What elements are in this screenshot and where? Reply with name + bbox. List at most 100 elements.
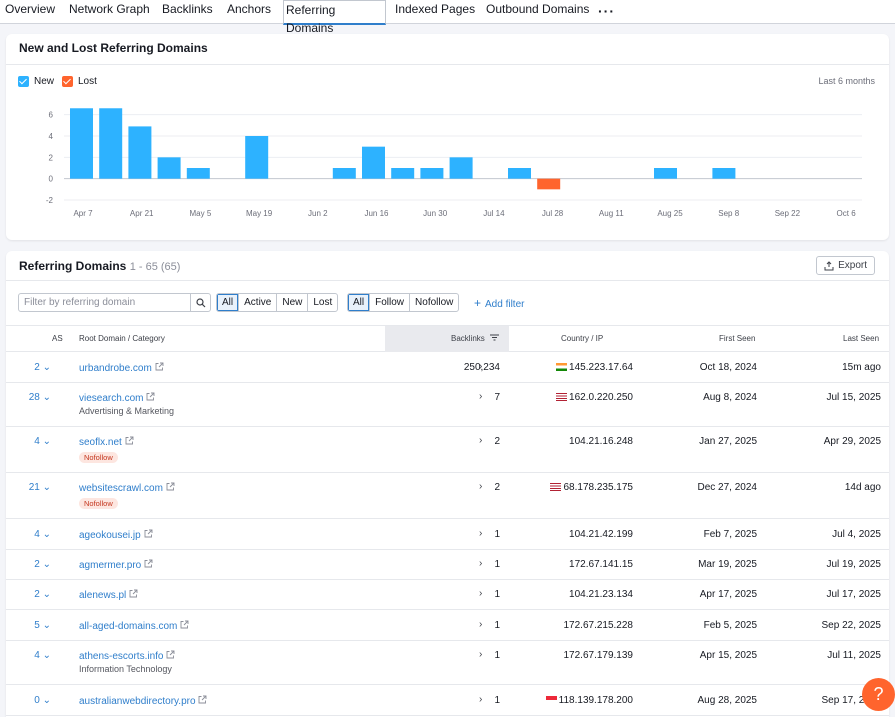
search-button[interactable] — [190, 294, 210, 311]
chevron-right-icon[interactable]: › — [479, 361, 483, 372]
domain-link[interactable]: australianwebdirectory.pro — [79, 695, 207, 707]
as-number: 2 — [34, 362, 40, 373]
col-as[interactable]: AS — [52, 334, 63, 343]
domain-link[interactable]: alenews.pl — [79, 589, 138, 601]
col-domain[interactable]: Root Domain / Category — [79, 334, 165, 343]
bar-new[interactable] — [70, 108, 93, 179]
table-row[interactable]: 5 ⌄ all-aged-domains.com › 1 172.67.215.228… — [6, 610, 889, 641]
bar-new[interactable] — [449, 157, 473, 179]
external-link-icon[interactable] — [125, 436, 134, 445]
bar-new[interactable] — [420, 168, 444, 179]
table-row[interactable]: 4 ⌄ athens-escorts.info Information Techn… — [6, 641, 889, 685]
domain-link[interactable]: seoflx.net — [79, 436, 134, 448]
chevron-right-icon[interactable]: › — [479, 481, 483, 492]
chevron-right-icon[interactable]: › — [479, 435, 483, 446]
as-value[interactable]: 2 ⌄ — [11, 589, 51, 600]
chevron-right-icon[interactable]: › — [479, 649, 483, 660]
bar-new[interactable] — [157, 157, 181, 179]
external-link-icon[interactable] — [146, 392, 155, 401]
as-value[interactable]: 0 ⌄ — [11, 695, 51, 706]
chevron-right-icon[interactable]: › — [479, 588, 483, 599]
domain-link[interactable]: all-aged-domains.com — [79, 620, 189, 632]
bar-new[interactable] — [128, 126, 152, 179]
bar-new[interactable] — [186, 168, 210, 179]
external-link-icon[interactable] — [155, 362, 164, 371]
chevron-right-icon[interactable]: › — [479, 528, 483, 539]
sort-desc-icon[interactable] — [490, 334, 500, 341]
external-link-icon[interactable] — [166, 650, 175, 659]
table-title-text: Referring Domains — [19, 259, 127, 273]
as-value[interactable]: 4 ⌄ — [11, 529, 51, 540]
table-header: AS Root Domain / Category Backlinks Coun… — [6, 325, 889, 352]
domain-link[interactable]: agmermer.pro — [79, 559, 153, 571]
tab-referring-domains[interactable]: Referring Domains — [283, 0, 386, 35]
domain-link[interactable]: viesearch.com — [79, 392, 155, 404]
col-country[interactable]: Country / IP — [561, 334, 604, 343]
chevron-right-icon[interactable]: › — [479, 558, 483, 569]
external-link-icon[interactable] — [144, 529, 153, 538]
table-row[interactable]: 4 ⌄ ageokousei.jp › 1 104.21.42.199 Feb 7, 2… — [6, 519, 889, 550]
table-row[interactable]: 2 ⌄ alenews.pl › 1 104.21.23.134 Apr 17, 202… — [6, 580, 889, 610]
table-row[interactable]: 2 ⌄ agmermer.pro › 1 172.67.141.15 Mar 19, 2… — [6, 550, 889, 580]
chevron-down-icon: ⌄ — [42, 482, 51, 493]
external-link-icon[interactable] — [180, 620, 189, 629]
table-row[interactable]: 4 ⌄ seoflx.net Nofollow › 2 104.21.16.248 Jan… — [6, 427, 889, 473]
domain-link[interactable]: urbandrobe.com — [79, 362, 164, 374]
tab-indexed-pages[interactable]: Indexed Pages — [395, 2, 476, 16]
type-all[interactable]: All — [348, 294, 371, 311]
external-link-icon[interactable] — [198, 695, 207, 704]
type-follow[interactable]: Follow — [370, 294, 411, 311]
bar-new[interactable] — [99, 108, 123, 179]
add-filter-button[interactable]: + Add filter — [474, 296, 524, 310]
bar-new[interactable] — [508, 168, 531, 179]
status-active[interactable]: Active — [239, 294, 278, 311]
as-value[interactable]: 5 ⌄ — [11, 620, 51, 631]
as-value[interactable]: 2 ⌄ — [11, 362, 51, 373]
status-new[interactable]: New — [277, 294, 309, 311]
col-backlinks[interactable]: Backlinks — [451, 326, 500, 352]
tab-overview[interactable]: Overview — [5, 2, 56, 16]
ellipsis-icon[interactable]: ··· — [598, 3, 615, 19]
checkbox-lost-icon[interactable] — [62, 76, 73, 87]
type-nofollow[interactable]: Nofollow — [415, 297, 454, 308]
as-value[interactable]: 4 ⌄ — [11, 436, 51, 447]
table-row[interactable]: 21 ⌄ websitescrawl.com Nofollow › 2 68.178.2… — [6, 473, 889, 519]
chevron-right-icon[interactable]: › — [479, 619, 483, 630]
help-button[interactable]: ? — [862, 678, 895, 711]
bar-new[interactable] — [332, 168, 356, 179]
tab-outbound-domains[interactable]: Outbound Domains — [486, 2, 590, 16]
table-row[interactable]: 28 ⌄ viesearch.com Advertising & Marketin… — [6, 383, 889, 427]
as-value[interactable]: 28 ⌄ — [11, 392, 51, 403]
export-button[interactable]: Export — [816, 256, 875, 275]
legend-lost[interactable]: Lost — [62, 76, 97, 87]
bar-new[interactable] — [391, 168, 415, 179]
table-row[interactable]: 2 ⌄ urbandrobe.com › 250,234 145.223.17.64 O… — [6, 352, 889, 383]
as-value[interactable]: 2 ⌄ — [11, 559, 51, 570]
external-link-icon[interactable] — [166, 482, 175, 491]
checkbox-new-icon[interactable] — [18, 76, 29, 87]
legend-new[interactable]: New — [18, 76, 54, 87]
col-last-seen[interactable]: Last Seen — [843, 334, 880, 343]
col-first-seen[interactable]: First Seen — [719, 334, 756, 343]
chevron-right-icon[interactable]: › — [479, 694, 483, 705]
status-all[interactable]: All — [217, 294, 240, 311]
tab-backlinks[interactable]: Backlinks — [162, 2, 213, 16]
domain-link[interactable]: websitescrawl.com — [79, 482, 175, 494]
bar-new[interactable] — [712, 168, 736, 179]
chevron-right-icon[interactable]: › — [479, 391, 483, 402]
external-link-icon[interactable] — [144, 559, 153, 568]
as-value[interactable]: 4 ⌄ — [11, 650, 51, 661]
domain-link[interactable]: athens-escorts.info — [79, 650, 175, 662]
bar-new[interactable] — [654, 168, 677, 179]
bar-new[interactable] — [245, 136, 269, 179]
table-row[interactable]: 0 ⌄ australianwebdirectory.pro › 1 118.139.… — [6, 685, 889, 716]
search-input[interactable] — [19, 294, 191, 311]
tab-anchors[interactable]: Anchors — [227, 2, 272, 16]
as-value[interactable]: 21 ⌄ — [11, 482, 51, 493]
tab-network-graph[interactable]: Network Graph — [69, 2, 150, 16]
external-link-icon[interactable] — [129, 589, 138, 598]
status-lost[interactable]: Lost — [313, 297, 333, 308]
bar-lost[interactable] — [537, 178, 561, 190]
bar-new[interactable] — [362, 146, 385, 179]
domain-link[interactable]: ageokousei.jp — [79, 529, 153, 541]
